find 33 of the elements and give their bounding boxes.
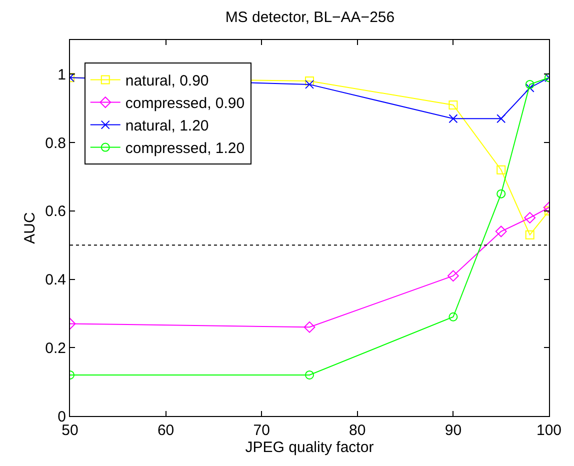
x-tick-label: 60 — [157, 422, 174, 439]
y-tick-label: 0.6 — [45, 203, 66, 220]
legend-label: compressed, 1.20 — [125, 140, 245, 158]
point — [525, 230, 534, 240]
point — [305, 370, 314, 380]
point — [305, 80, 314, 89]
x-axis-title: JPEG quality factor — [245, 439, 374, 456]
x-tick-label: 70 — [253, 422, 270, 439]
x-tick-label: 100 — [536, 422, 562, 439]
y-tick-label: 0.8 — [45, 134, 66, 152]
legend-label: natural, 1.20 — [125, 118, 209, 135]
point — [525, 83, 534, 92]
point — [496, 165, 506, 174]
y-tick-label: 0.2 — [45, 340, 66, 357]
point — [305, 76, 314, 86]
point — [448, 270, 459, 282]
point — [448, 100, 458, 110]
chart-title: MS detector, BL−AA−256 — [225, 9, 395, 26]
point — [496, 114, 506, 124]
y-tick-label: 0.4 — [45, 272, 66, 289]
y-tick-label: 1 — [58, 66, 66, 84]
point — [448, 312, 458, 322]
point — [495, 226, 507, 238]
x-tick-label: 90 — [444, 422, 462, 439]
legend-label: compressed, 0.90 — [125, 95, 245, 112]
y-axis-title: AUC — [21, 212, 38, 244]
point — [304, 321, 316, 333]
point — [525, 80, 534, 89]
point — [524, 212, 536, 224]
x-tick-label: 80 — [349, 422, 366, 439]
legend-label: natural, 0.90 — [125, 72, 209, 90]
point — [496, 189, 506, 198]
point — [448, 114, 458, 124]
